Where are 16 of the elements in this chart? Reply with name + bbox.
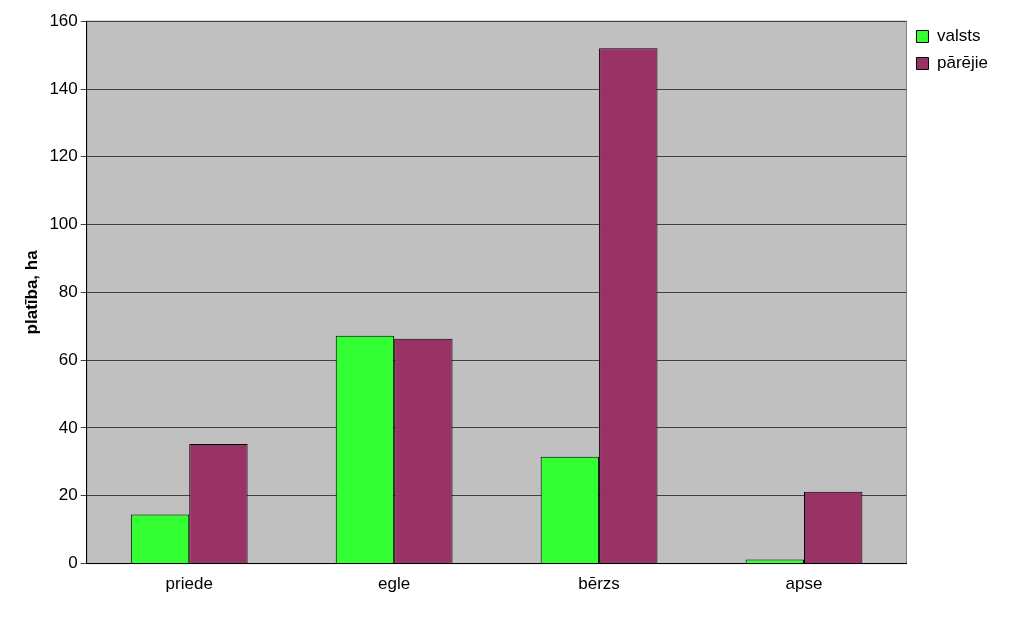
y-tick-label: 140 bbox=[49, 78, 78, 98]
y-tick-label: 20 bbox=[58, 485, 78, 505]
y-tick-label: 80 bbox=[58, 282, 78, 302]
x-tick-label: apse bbox=[785, 574, 823, 594]
y-tick-label: 60 bbox=[58, 349, 78, 369]
legend-label: valsts bbox=[936, 26, 981, 46]
y-tick-label: 0 bbox=[68, 553, 78, 573]
y-tick-label: 160 bbox=[49, 10, 78, 30]
y-tick-label: 40 bbox=[58, 417, 78, 437]
y-tick-label: 120 bbox=[49, 146, 78, 166]
y-tick-label: 100 bbox=[49, 214, 78, 234]
x-tick-label: bērzs bbox=[578, 574, 620, 594]
x-tick-label: egle bbox=[378, 574, 411, 594]
legend-label: pārējie bbox=[936, 53, 989, 73]
y-axis-title: platība, ha bbox=[21, 249, 41, 335]
x-tick-label: priede bbox=[165, 574, 213, 594]
